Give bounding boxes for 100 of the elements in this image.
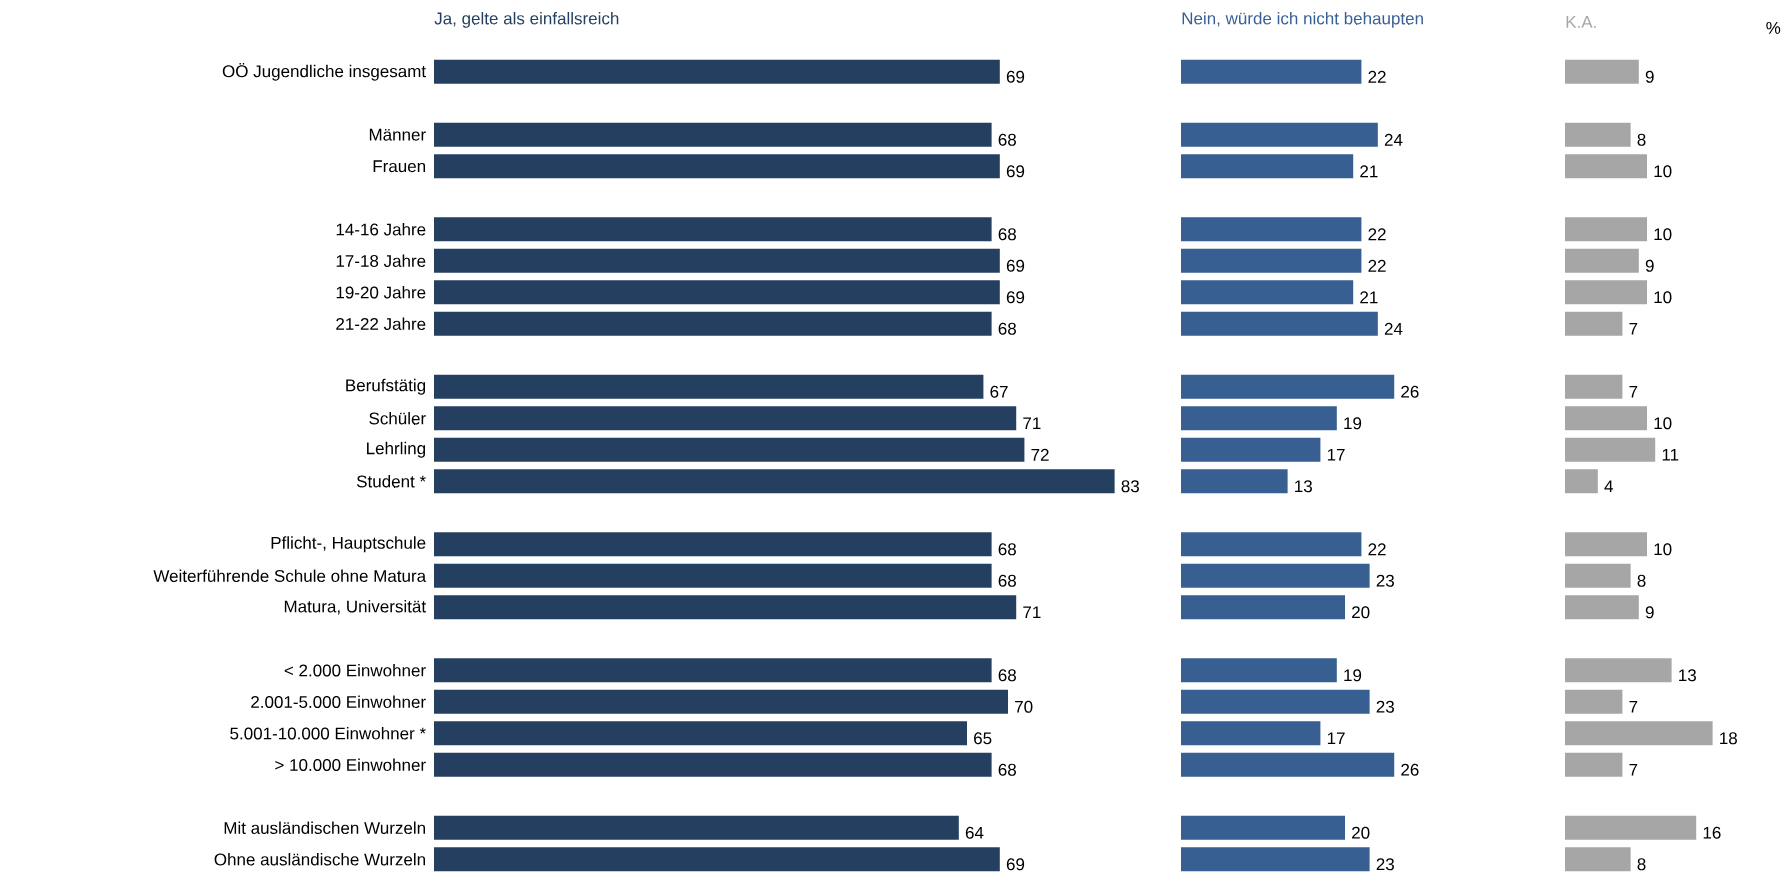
data-label: 69 — [1006, 291, 1025, 304]
data-label: 13 — [1295, 480, 1312, 493]
bar — [1565, 437, 1656, 462]
bar — [434, 311, 992, 336]
bar — [434, 437, 1025, 462]
bar — [1565, 122, 1631, 147]
y-tick-label: Mit ausländischen Wurzeln — [224, 821, 425, 835]
data-label: 7 — [1629, 322, 1638, 335]
bar — [1565, 59, 1639, 84]
y-tick-label: > 10.000 Einwohner — [275, 758, 426, 772]
data-label: 8 — [1637, 133, 1646, 146]
bar — [1181, 563, 1370, 588]
bar — [1181, 847, 1370, 872]
bar — [434, 217, 992, 242]
y-tick-label: Weiterführende Schule ohne Matura — [153, 569, 427, 583]
data-label: 20 — [1352, 606, 1370, 619]
data-label: 71 — [1023, 417, 1041, 430]
bar — [1181, 658, 1337, 683]
data-label: 10 — [1654, 543, 1672, 556]
bar — [1181, 437, 1321, 462]
bar — [1565, 815, 1697, 840]
data-label: 65 — [974, 732, 992, 745]
data-label: 23 — [1376, 858, 1394, 871]
y-tick-label: Ohne ausländische Wurzeln — [214, 853, 425, 866]
y-tick-label: 2.001-5.000 Einwohner — [251, 695, 426, 709]
data-label: 10 — [1654, 165, 1672, 178]
bar — [1181, 217, 1362, 242]
data-label: 68 — [998, 322, 1016, 335]
data-label: 23 — [1376, 700, 1394, 713]
chart-title: Nein, würde ich nicht behaupten — [1182, 11, 1423, 28]
data-label: 23 — [1376, 574, 1394, 587]
data-label: 9 — [1645, 70, 1654, 83]
bar — [1565, 721, 1713, 746]
chart-title: Ja, gelte als einfallsreich — [434, 11, 619, 28]
bar — [1565, 532, 1648, 557]
data-label: 7 — [1629, 763, 1638, 776]
data-label: 22 — [1368, 543, 1386, 556]
data-label: 11 — [1662, 448, 1679, 461]
y-tick-label: Matura, Universität — [284, 600, 426, 615]
data-label: 68 — [998, 228, 1016, 241]
y-tick-label: Frauen — [373, 160, 426, 173]
bar — [1565, 248, 1639, 273]
data-label: 16 — [1703, 826, 1721, 839]
bar — [434, 406, 1017, 431]
bar — [434, 595, 1017, 620]
data-label: 22 — [1368, 259, 1386, 272]
chart-title: K.A. — [1566, 16, 1596, 28]
data-label: 68 — [998, 543, 1016, 556]
bar — [1181, 406, 1337, 431]
data-label: 10 — [1654, 417, 1672, 430]
data-label: 68 — [998, 763, 1016, 776]
y-tick-label: Männer — [369, 128, 426, 141]
data-label: 17 — [1327, 732, 1345, 745]
bar — [1181, 280, 1354, 305]
y-tick-label: Berufstätig — [346, 378, 426, 395]
data-label: 8 — [1637, 574, 1646, 587]
bar — [1181, 374, 1395, 399]
bar — [1565, 217, 1648, 242]
data-label: 21 — [1360, 165, 1378, 178]
data-label: 26 — [1401, 763, 1419, 776]
bar — [1181, 595, 1346, 620]
bar — [1565, 374, 1623, 399]
bar — [1565, 280, 1648, 305]
bar — [434, 122, 992, 147]
data-label: 69 — [1006, 858, 1025, 871]
data-label: 69 — [1006, 165, 1025, 178]
bar — [1565, 658, 1672, 683]
bar — [1565, 469, 1598, 494]
data-label: 69 — [1006, 70, 1025, 83]
bar — [434, 847, 1000, 872]
bar — [434, 658, 992, 683]
text: % — [1766, 21, 1781, 34]
y-tick-label: OÖ Jugendliche insgesamt — [222, 62, 426, 81]
data-label: 19 — [1344, 669, 1362, 682]
y-tick-label: 19-20 Jahre — [336, 286, 426, 299]
y-tick-label: Student * — [356, 475, 426, 488]
bar — [1181, 689, 1370, 714]
data-label: 10 — [1654, 228, 1672, 241]
data-label: 68 — [998, 669, 1016, 682]
data-label: 72 — [1031, 448, 1049, 461]
data-label: 21 — [1360, 291, 1378, 304]
data-label: 71 — [1023, 606, 1041, 619]
bar — [1181, 311, 1378, 336]
bar — [434, 752, 992, 777]
bar — [434, 532, 992, 557]
y-tick-label: Lehrling — [367, 441, 426, 458]
bar — [434, 154, 1000, 179]
bar — [1181, 752, 1395, 777]
bar — [434, 815, 959, 840]
y-tick-label: 14-16 Jahre — [336, 223, 426, 236]
bar — [434, 280, 1000, 305]
bar — [1565, 406, 1648, 431]
bar — [434, 721, 968, 746]
data-label: 9 — [1645, 259, 1654, 272]
bar — [434, 248, 1000, 273]
bar — [1565, 311, 1623, 336]
data-label: 26 — [1401, 385, 1419, 398]
data-label: 70 — [1015, 700, 1033, 713]
bar — [1181, 721, 1321, 746]
data-label: 64 — [965, 826, 984, 839]
